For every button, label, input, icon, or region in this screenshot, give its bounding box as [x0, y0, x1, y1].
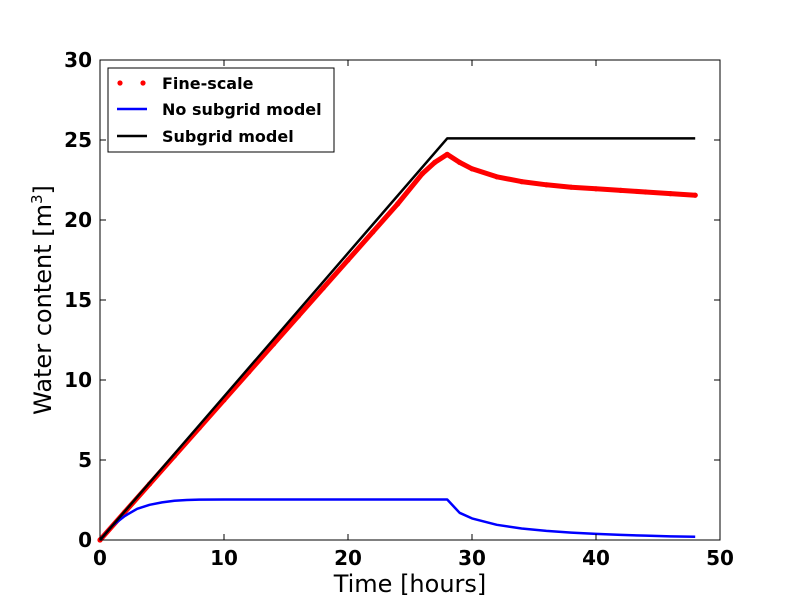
data-point-fine-scale — [618, 187, 624, 193]
data-point-fine-scale — [543, 182, 550, 188]
legend: Fine-scale No subgrid model Subgrid mode… — [107, 67, 335, 153]
data-point-fine-scale — [320, 285, 326, 291]
y-tick-label-0: 0 — [78, 528, 92, 552]
plot-frame — [99, 59, 721, 541]
data-point-fine-scale — [667, 191, 674, 197]
data-point-fine-scale — [271, 341, 277, 347]
data-point-fine-scale — [457, 159, 463, 165]
data-point-fine-scale — [419, 171, 425, 177]
data-point-fine-scale — [345, 257, 351, 263]
y-axis-label: Water content [m3] — [28, 185, 57, 415]
data-point-fine-scale — [395, 201, 401, 207]
y-tick-label-25: 25 — [64, 128, 92, 152]
x-tick-label-10: 10 — [210, 546, 238, 570]
y-tick-label-5: 5 — [78, 448, 92, 472]
y-axis-label-main: Water content [m — [29, 204, 57, 415]
data-point-fine-scale — [568, 184, 574, 190]
legend-marker-fine-scale-2 — [140, 80, 146, 86]
data-point-fine-scale — [432, 159, 438, 165]
x-tick-label-50: 50 — [706, 546, 734, 570]
plot-area — [97, 137, 698, 543]
x-tick-label-30: 30 — [458, 546, 486, 570]
series-line-fine-scale — [97, 151, 698, 543]
data-point-fine-scale — [593, 186, 599, 192]
data-point-fine-scale — [469, 166, 475, 172]
data-point-fine-scale — [295, 313, 301, 319]
data-point-fine-scale — [519, 179, 525, 185]
series-line-subgrid-model — [99, 137, 696, 541]
x-tick-label-40: 40 — [582, 546, 610, 570]
legend-item-subgrid: Subgrid model — [117, 127, 294, 146]
legend-item-fine-scale: Fine-scale — [117, 74, 254, 93]
y-tick-label-30: 30 — [64, 48, 92, 72]
legend-marker-fine-scale-1 — [117, 80, 123, 86]
series-line-no-subgrid-model — [99, 498, 696, 541]
data-point-fine-scale — [444, 151, 450, 157]
y-tick-label-15: 15 — [64, 288, 92, 312]
x-axis-label: Time [hours] — [333, 570, 487, 598]
data-point-fine-scale — [643, 189, 649, 195]
x-tick-label-0: 0 — [93, 546, 107, 570]
data-point-fine-scale — [494, 174, 500, 180]
y-tick-label-10: 10 — [64, 368, 92, 392]
y-axis-label-close: ] — [29, 185, 57, 194]
axis-ticks: 0 10 20 30 40 50 0 5 10 15 20 25 30 — [64, 48, 734, 570]
y-tick-label-20: 20 — [64, 208, 92, 232]
legend-label-subgrid: Subgrid model — [162, 127, 294, 146]
legend-label-no-subgrid: No subgrid model — [162, 100, 322, 119]
y-axis-label-sup: 3 — [28, 194, 46, 204]
data-point-fine-scale — [370, 229, 376, 235]
x-tick-label-20: 20 — [334, 546, 362, 570]
data-point-fine-scale — [692, 192, 698, 198]
legend-item-no-subgrid: No subgrid model — [117, 100, 322, 119]
legend-label-fine-scale: Fine-scale — [162, 74, 254, 93]
